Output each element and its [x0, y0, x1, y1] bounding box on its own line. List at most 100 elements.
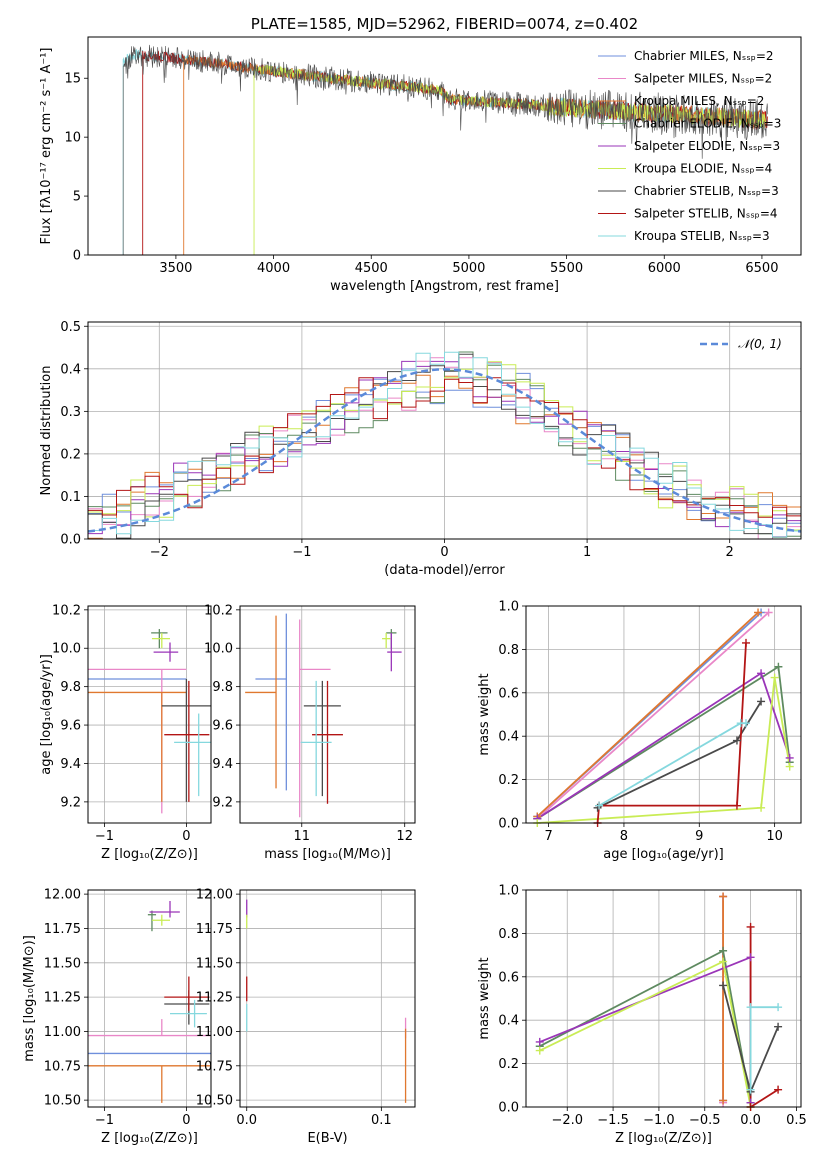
data-point: [719, 957, 728, 966]
xtick-label: −1: [95, 829, 114, 844]
series-line: [536, 611, 759, 818]
ytick-label: 10.50: [44, 1094, 81, 1109]
ytick-label: 10.75: [196, 1059, 233, 1074]
series-line: [536, 611, 770, 820]
normal-curve: [88, 368, 801, 533]
xtick-label: −1.5: [597, 1113, 629, 1128]
legend: Chabrier MILES, Nₛₛₚ=2 Salpeter MILES, Nₛ…: [598, 49, 781, 243]
ytick-label: 0.8: [498, 927, 519, 942]
ytick-label: 10.2: [204, 603, 233, 618]
ytick-label: 0.8: [498, 643, 519, 658]
data-point: [746, 1085, 755, 1094]
plot-area: [88, 900, 211, 1103]
ytick-label: 1.0: [498, 884, 519, 899]
y-axis-label: mass weight: [477, 673, 492, 755]
ytick-label: 10: [64, 131, 81, 146]
xtick-label: 3500: [159, 261, 192, 276]
data-point: [774, 1085, 783, 1094]
xtick-label: −1: [292, 545, 311, 560]
x-axis-label: E(B-V): [307, 1131, 347, 1146]
xtick-label: 0.0: [236, 1113, 257, 1128]
xtick-label: 0.5: [786, 1113, 807, 1128]
xtick-label: 11: [293, 829, 310, 844]
series-line: [539, 955, 752, 1103]
axes-frame: [87, 36, 802, 256]
xtick-label: 9: [695, 829, 703, 844]
data-point: [732, 801, 741, 810]
data-point: [595, 801, 604, 810]
ytick-label: 11.00: [196, 1025, 233, 1040]
ytick-label: 0.0: [60, 533, 81, 548]
legend-entry: Kroupa ELODIE, Nₛₛₚ=4: [634, 162, 772, 176]
ytick-label: 0.2: [498, 1057, 519, 1072]
ytick-label: 10.0: [204, 642, 233, 657]
ytick-label: 0.2: [60, 447, 81, 462]
plot-area: [245, 613, 402, 818]
data-point: [746, 953, 755, 962]
ytick-label: 9.4: [212, 757, 233, 772]
data-point: [535, 1037, 544, 1046]
legend: 𝒩(0, 1): [700, 337, 782, 351]
ytick-label: 11.00: [44, 1025, 81, 1040]
xtick-label: 4500: [355, 261, 388, 276]
chart-title: PLATE=1585, MJD=52962, FIBERID=0074, z=0…: [251, 15, 638, 33]
ytick-label: 9.6: [212, 719, 233, 734]
data-point: [742, 719, 750, 728]
xtick-label: 5000: [452, 261, 485, 276]
gridlines: [526, 605, 801, 824]
ytick-label: 0.4: [498, 1014, 519, 1029]
series-line: [749, 926, 779, 1107]
data-point: [742, 638, 750, 647]
gridlines: [88, 890, 211, 1107]
legend-entry: Chabrier STELIB, Nₛₛₚ=3: [634, 184, 779, 198]
data-point: [746, 1003, 755, 1012]
axes-massweight-vs-Z: −2.0 −1.5 −1.0 −0.5 0.0 0.5 0.0 0.2 0.4 0.6 0.8 1.0…: [477, 884, 807, 1147]
y-axis-label: age [log₁₀(age/yr)]: [39, 654, 54, 775]
data-point: [757, 669, 766, 678]
data-point: [754, 608, 763, 617]
xtick-label: 0: [182, 1113, 190, 1128]
ytick-label: 12.00: [44, 888, 81, 903]
xtick-label: 12: [396, 829, 413, 844]
series-line: [537, 677, 791, 823]
xtick-label: −1.0: [643, 1113, 675, 1128]
xtick-label: 6500: [745, 261, 778, 276]
xtick-label: 0: [440, 545, 448, 560]
ytick-label: 11.50: [44, 956, 81, 971]
x-axis-label: age [log₁₀(age/yr)]: [603, 847, 724, 862]
x-axis-label: wavelength [Angstrom, rest frame]: [330, 279, 559, 294]
legend-entry: Chabrier ELODIE, Nₛₛₚ=3: [634, 117, 781, 131]
ytick-label: 0.2: [498, 773, 519, 788]
xtick-label: −2.0: [551, 1113, 583, 1128]
ytick-label: 0: [73, 249, 81, 264]
gridlines: [526, 889, 801, 1108]
plot-area: [246, 899, 407, 1103]
ytick-label: 9.4: [60, 757, 81, 772]
histogram-step: [88, 377, 801, 539]
ytick-label: 0.4: [498, 730, 519, 745]
xtick-label: 8: [620, 829, 628, 844]
spectrum-line: [122, 44, 769, 255]
ytick-label: 11.50: [196, 956, 233, 971]
data-point: [719, 892, 728, 901]
data-point: [746, 922, 755, 931]
gridlines: [240, 890, 415, 1107]
plot-area: [88, 629, 211, 814]
series-line: [749, 1006, 779, 1090]
ytick-label: 0.4: [60, 362, 81, 377]
ytick-label: 9.2: [60, 795, 81, 810]
axes-spectrum: 3500 4000 4500 5000 5500 6000 6500 0 5 10 15 wavele…: [39, 15, 802, 294]
ytick-label: 11.75: [44, 922, 81, 937]
ytick-label: 1.0: [498, 600, 519, 615]
ytick-label: 9.8: [60, 680, 81, 695]
axes-mass-vs-Z: −1 0 10.50 10.75 11.00 11.25 11.50 11.75 12.00 Z …: [22, 888, 212, 1146]
ytick-label: 0.1: [60, 490, 81, 505]
xtick-label: −1: [95, 1113, 114, 1128]
data-point: [774, 1022, 783, 1031]
gridlines: [88, 606, 211, 823]
x-axis-label: Z [log₁₀(Z/Z⊙)]: [101, 847, 198, 862]
ytick-label: 0.6: [498, 686, 519, 701]
y-axis-label: Normed distribution: [39, 366, 54, 496]
ytick-label: 0.0: [498, 1101, 519, 1116]
